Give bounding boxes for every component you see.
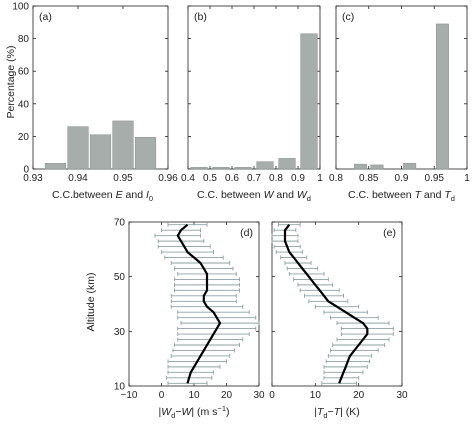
bar	[354, 163, 368, 170]
bar	[190, 167, 208, 170]
y-tick-label: 50	[114, 272, 126, 283]
x-tick-label: 30	[253, 390, 265, 401]
y-tick-label: 20	[18, 132, 30, 143]
x-tick-label: 0.4	[181, 173, 195, 184]
x-tick-label: 0.6	[225, 173, 239, 184]
x-tick-label: 0.5	[203, 173, 217, 184]
x-tick-label: 10	[188, 390, 200, 401]
x-axis-label: C.C. between W and Wd	[197, 189, 311, 203]
x-tick-label: 0	[159, 390, 165, 401]
bar	[278, 158, 296, 170]
x-tick-label: 10	[310, 390, 322, 401]
x-tick-label: 0.8	[329, 173, 343, 184]
bar	[234, 167, 252, 170]
y-tick-label: 0	[23, 165, 29, 176]
x-tick-label: 1	[317, 173, 323, 184]
bar	[112, 120, 134, 170]
y-tick-label: 30	[114, 327, 126, 338]
bar	[44, 163, 67, 170]
bar	[370, 164, 384, 170]
x-tick-label: 0.95	[425, 173, 445, 184]
bar	[435, 23, 449, 170]
panel-label: (d)	[240, 227, 253, 239]
x-axis-label: C.C.between E and I0	[52, 189, 153, 203]
x-tick-label: 1	[464, 173, 470, 184]
panel-e: (e) 0 10 20 30 |Td−T| (K)	[269, 221, 408, 420]
panel-label: (b)	[194, 11, 207, 23]
bar	[134, 136, 157, 170]
panel-label: (e)	[383, 227, 396, 239]
x-axis-label: |Wd−W| (m s−1)	[158, 404, 229, 420]
panel-a: (a) 0.93 0.94 0.95 0.96 0 20 40 60 80 100 C.C.betwe…	[12, 2, 178, 204]
x-tick-label: 0.8	[269, 173, 283, 184]
x-tick-label: 0.9	[395, 173, 409, 184]
y-tick-label: 100	[12, 2, 29, 13]
x-tick-label: 0	[269, 390, 275, 401]
bar	[300, 33, 318, 170]
x-tick-label: 0.93	[23, 173, 43, 184]
x-tick-label: 0.95	[113, 173, 133, 184]
bar	[67, 126, 89, 170]
x-tick-label: −10	[121, 390, 138, 401]
x-tick-label: 0.85	[359, 173, 379, 184]
panel-c: (c) 0.8 0.85 0.9 0.95 1 C.C. between T and Td	[329, 5, 470, 203]
x-axis-label: |Td−T| (K)	[314, 406, 360, 420]
x-tick-label: 30	[396, 390, 408, 401]
panel-b: (b) 0.4 0.5 0.6 0.7 0.8 0.9 1 C.C. between W and…	[181, 5, 323, 203]
x-tick-label: 0.9	[291, 173, 305, 184]
bar	[403, 163, 417, 170]
panel-label: (a)	[39, 11, 52, 23]
y-tick-label: 40	[18, 99, 30, 110]
panel-d: (d) −10 0 10 20 30 10 30 50 70 |Wd−W| (m s−1)	[114, 218, 265, 421]
y-axis-label-bottom: Altitude (km)	[85, 273, 97, 332]
plot-frame	[271, 221, 403, 387]
x-tick-label: 0.96	[158, 173, 178, 184]
x-axis-label: C.C. between T and Td	[348, 189, 455, 203]
y-tick-label: 10	[114, 382, 126, 393]
bar	[89, 134, 112, 170]
y-tick-label: 60	[18, 67, 30, 78]
bar	[212, 167, 230, 170]
mean-profile-line	[176, 223, 222, 384]
mean-profile-line	[283, 224, 369, 384]
bar	[256, 161, 274, 170]
y-tick-label: 70	[114, 218, 126, 229]
plot-frame	[187, 5, 321, 170]
y-tick-label: 80	[18, 34, 30, 45]
x-tick-label: 20	[353, 390, 365, 401]
x-tick-label: 20	[221, 390, 233, 401]
y-axis-label-top: Percentage (%)	[5, 46, 17, 119]
x-tick-label: 0.7	[247, 173, 261, 184]
x-tick-label: 0.94	[68, 173, 88, 184]
panel-label: (c)	[342, 11, 354, 23]
